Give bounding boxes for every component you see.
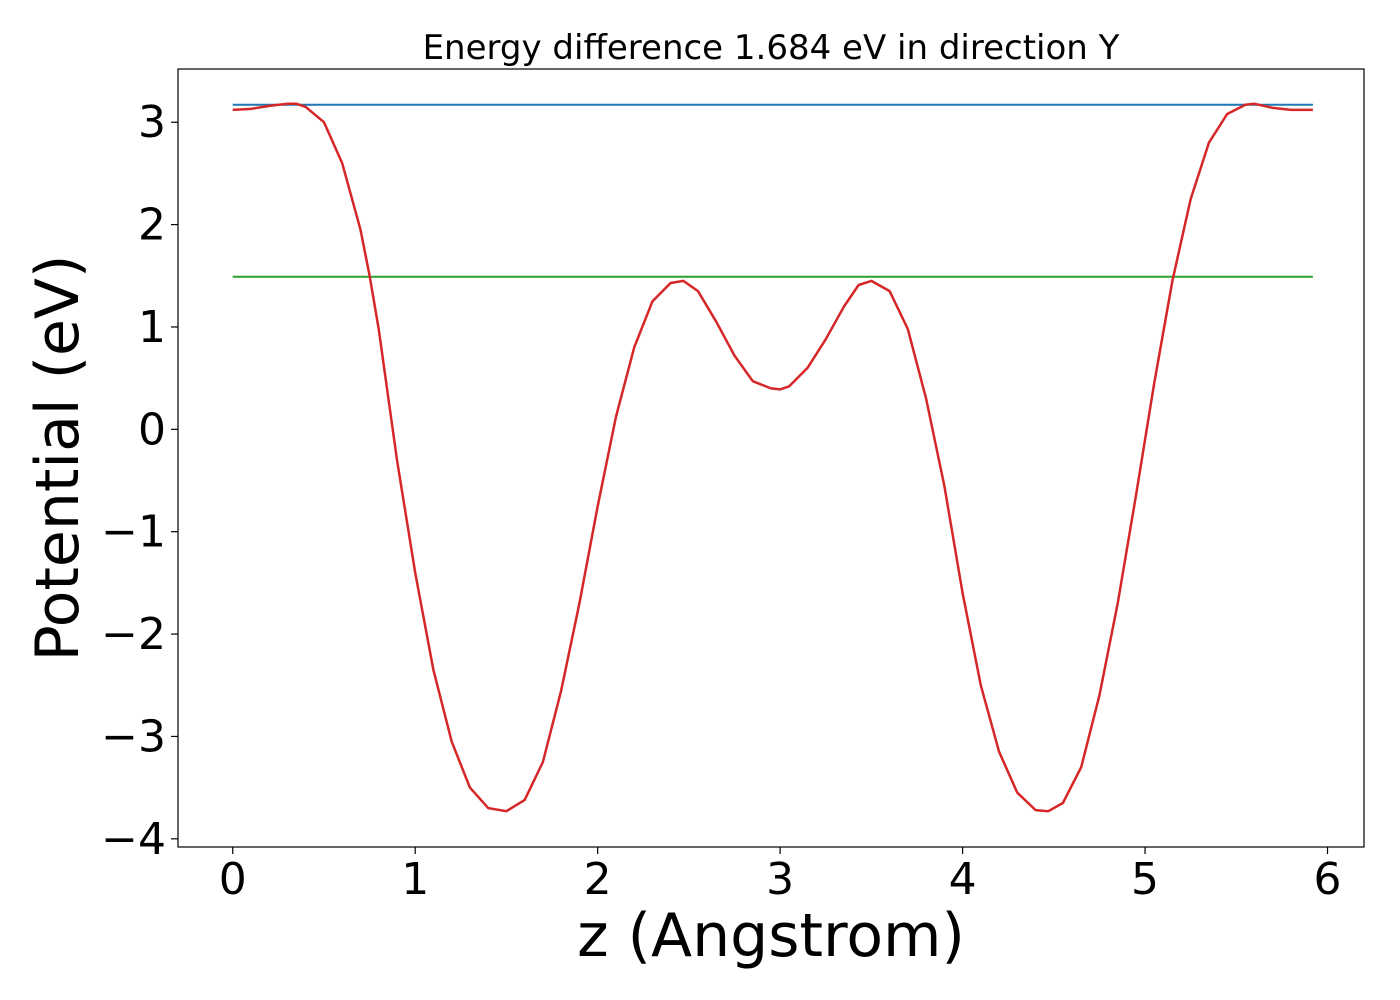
y-tick-label: 0 bbox=[138, 404, 166, 455]
y-tick-label: 2 bbox=[138, 200, 166, 251]
potential-curve bbox=[232, 102, 1313, 813]
plot-area-frame bbox=[177, 68, 1365, 848]
y-tick-label: −1 bbox=[101, 507, 166, 558]
axis-ticks: 0 1 2 3 4 5 6 −4 −3 −2 −1 0 1 2 3 bbox=[101, 97, 1341, 905]
x-tick-label: 5 bbox=[1131, 854, 1159, 905]
x-axis-label: z (Angstrom) bbox=[577, 901, 965, 971]
y-tick-label: 3 bbox=[138, 97, 166, 148]
y-tick-label: −2 bbox=[101, 609, 166, 660]
x-tick-label: 1 bbox=[401, 854, 429, 905]
y-tick-label: 1 bbox=[138, 302, 166, 353]
y-tick-label: −3 bbox=[101, 711, 166, 762]
x-tick-label: 3 bbox=[766, 854, 794, 905]
y-axis-label: Potential (eV) bbox=[23, 255, 93, 662]
x-tick-label: 0 bbox=[219, 854, 247, 905]
x-tick-label: 2 bbox=[584, 854, 612, 905]
x-tick-label: 4 bbox=[949, 854, 977, 905]
chart-title: Energy difference 1.684 eV in direction … bbox=[423, 28, 1120, 68]
y-tick-label: −4 bbox=[101, 814, 166, 865]
plot-lines bbox=[232, 102, 1313, 813]
x-tick-label: 6 bbox=[1314, 854, 1342, 905]
